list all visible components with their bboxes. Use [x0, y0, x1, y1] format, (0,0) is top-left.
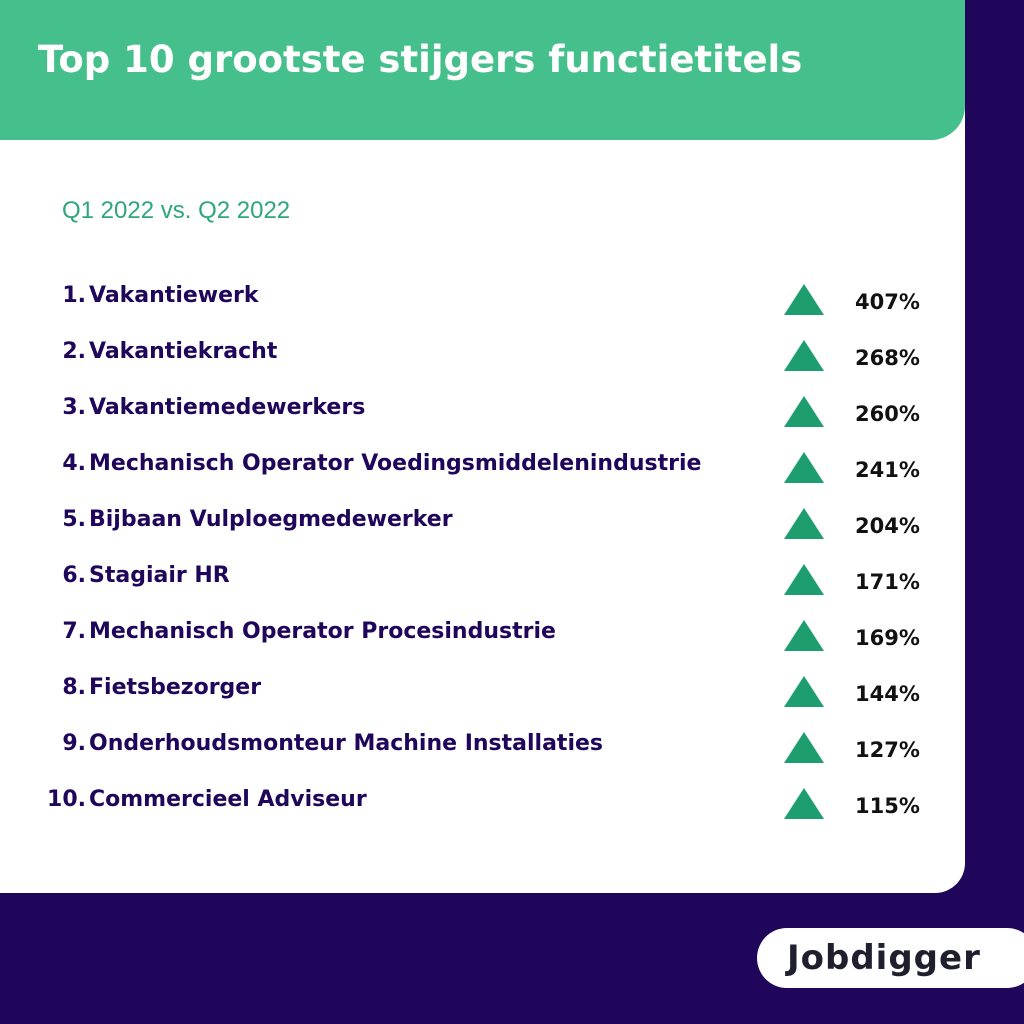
list-row: 2. Vakantiekracht 268% — [0, 332, 965, 372]
rank: 1. — [62, 283, 86, 308]
job-title: Vakantiemedewerkers — [89, 395, 366, 420]
change: 268% — [855, 346, 920, 370]
list-row: 5. Bijbaan Vulploegmedewerker 204% — [0, 500, 965, 540]
list-row: 8. Fietsbezorger 144% — [0, 668, 965, 708]
logo: Jobdigger — [757, 928, 1024, 988]
job-title: Mechanisch Operator Voedingsmiddelenindu… — [89, 451, 702, 476]
triangle — [784, 732, 824, 763]
list-row: 9. Onderhoudsmonteur Machine Installaties… — [0, 724, 965, 764]
triangle — [784, 620, 824, 651]
job-title: Fietsbezorger — [89, 675, 262, 700]
list-row: 1. Vakantiewerk 407% — [0, 276, 965, 316]
triangle — [784, 284, 824, 315]
job-title: Mechanisch Operator Procesindustrie — [89, 619, 556, 644]
rank: 7. — [62, 619, 86, 644]
triangle — [784, 452, 824, 483]
up-arrow — [784, 508, 824, 539]
rank: 8. — [62, 675, 86, 700]
up-arrow — [784, 284, 824, 315]
change: 171% — [855, 570, 920, 594]
job-title: Vakantiewerk — [89, 283, 259, 308]
title: Top 10 grootste stijgers functietitels — [38, 38, 803, 81]
rank: 3. — [62, 395, 86, 420]
rank: 5. — [62, 507, 86, 532]
change: 241% — [855, 458, 920, 482]
rank: 2. — [62, 339, 86, 364]
logo-text: Jobdigger — [787, 938, 981, 978]
up-arrow — [784, 788, 824, 819]
up-arrow — [784, 564, 824, 595]
change: 260% — [855, 402, 920, 426]
triangle — [784, 564, 824, 595]
up-arrow — [784, 452, 824, 483]
triangle — [784, 676, 824, 707]
rank: 6. — [62, 563, 86, 588]
triangle — [784, 340, 824, 371]
subtitle: Q1 2022 vs. Q2 2022 — [62, 197, 291, 224]
card: Top 10 grootste stijgers functietitels Q… — [0, 0, 965, 893]
change: 169% — [855, 626, 920, 650]
list-row: 6. Stagiair HR 171% — [0, 556, 965, 596]
list-row: 7. Mechanisch Operator Procesindustrie 169… — [0, 612, 965, 652]
up-arrow — [784, 620, 824, 651]
job-title: Commercieel Adviseur — [89, 787, 367, 812]
list-row: 10. Commercieel Adviseur 115% — [0, 780, 965, 820]
triangle — [784, 508, 824, 539]
up-arrow — [784, 396, 824, 427]
list-row: 3. Vakantiemedewerkers 260% — [0, 388, 965, 428]
job-title: Vakantiekracht — [89, 339, 278, 364]
triangle — [784, 788, 824, 819]
rank: 10. — [47, 787, 86, 812]
change: 144% — [855, 682, 920, 706]
job-title: Bijbaan Vulploegmedewerker — [89, 507, 453, 532]
rank: 4. — [62, 451, 86, 476]
rank: 9. — [62, 731, 86, 756]
header: Top 10 grootste stijgers functietitels — [0, 0, 965, 140]
triangle — [784, 396, 824, 427]
change: 204% — [855, 514, 920, 538]
job-title: Stagiair HR — [89, 563, 230, 588]
up-arrow — [784, 340, 824, 371]
change: 115% — [855, 794, 920, 818]
up-arrow — [784, 676, 824, 707]
change: 127% — [855, 738, 920, 762]
list-row: 4. Mechanisch Operator Voedingsmiddelenin… — [0, 444, 965, 484]
change: 407% — [855, 290, 920, 314]
up-arrow — [784, 732, 824, 763]
job-title: Onderhoudsmonteur Machine Installaties — [89, 731, 604, 756]
